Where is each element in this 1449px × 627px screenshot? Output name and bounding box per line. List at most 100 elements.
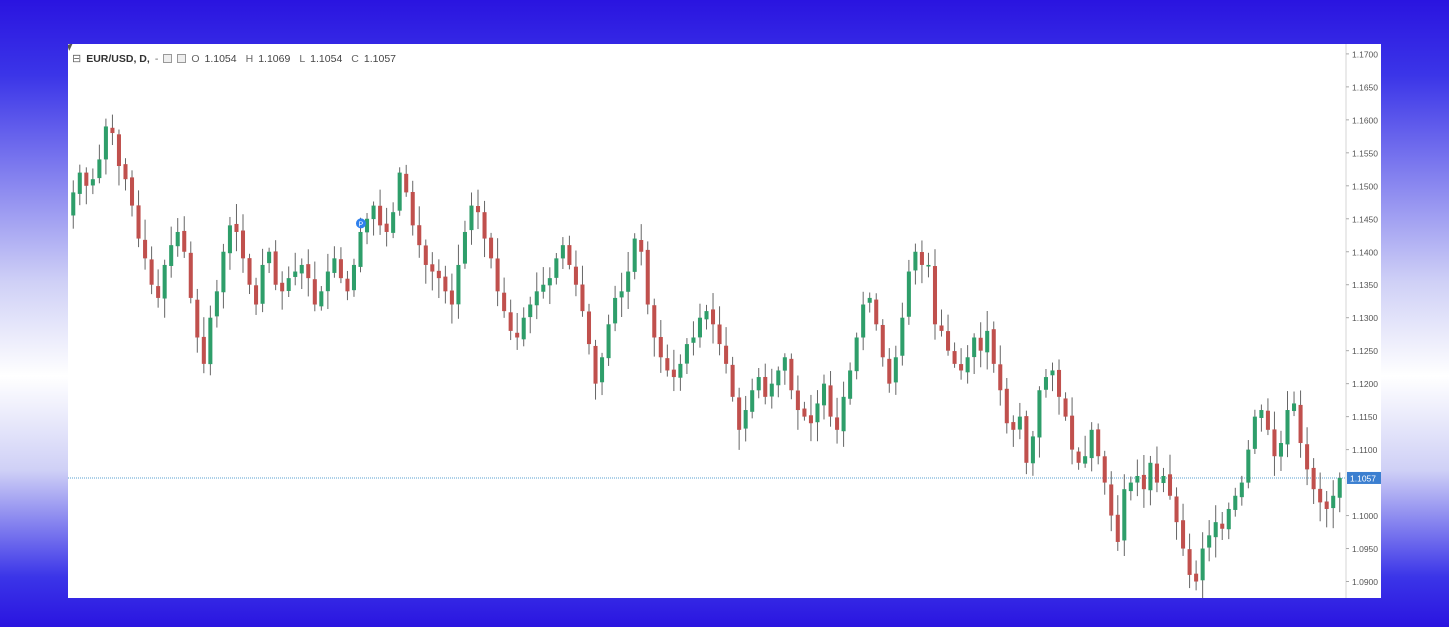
candle-up bbox=[528, 304, 533, 318]
candle-down bbox=[573, 266, 578, 285]
candle-down bbox=[116, 134, 121, 167]
candle-up bbox=[286, 278, 291, 291]
candle-up bbox=[1337, 477, 1342, 498]
candle-up bbox=[358, 231, 363, 267]
candle-up bbox=[469, 205, 474, 231]
candle-up bbox=[900, 317, 905, 356]
candle-up bbox=[972, 337, 977, 358]
candle-down bbox=[711, 309, 716, 325]
candle-up bbox=[619, 291, 624, 298]
y-tick-label: 1.1250 bbox=[1352, 346, 1378, 356]
candle-up bbox=[821, 383, 827, 406]
candle-down bbox=[671, 369, 676, 378]
candle-down bbox=[1063, 398, 1068, 417]
chart-panel[interactable]: 1.1700 1.1650 1.1600 1.1550 1.1500 1.1450 1.14… bbox=[68, 44, 1381, 598]
candle-down bbox=[143, 239, 148, 259]
candle-down bbox=[475, 206, 481, 213]
candle-up bbox=[906, 271, 911, 317]
candle-down bbox=[338, 259, 343, 279]
candle-up bbox=[965, 357, 970, 373]
candle-up bbox=[1278, 443, 1284, 457]
candle-down bbox=[254, 285, 259, 305]
candle-down bbox=[1181, 520, 1186, 549]
candle-up bbox=[541, 284, 546, 292]
candle-up bbox=[606, 324, 611, 359]
candle-down bbox=[201, 336, 206, 364]
collapse-icon[interactable]: ⊟ bbox=[72, 53, 82, 65]
candle-down bbox=[384, 223, 389, 232]
candle-up bbox=[678, 363, 683, 378]
candle-up bbox=[462, 231, 467, 264]
candle-up bbox=[1285, 410, 1290, 445]
candle-up bbox=[743, 410, 748, 429]
candle-up bbox=[175, 231, 180, 247]
y-tick-label: 1.1400 bbox=[1352, 247, 1378, 257]
candle-down bbox=[1220, 523, 1225, 529]
candle-down bbox=[658, 337, 663, 358]
candle-down bbox=[1076, 451, 1081, 463]
candle-down bbox=[449, 290, 454, 305]
candle-up bbox=[547, 278, 552, 286]
candle-down bbox=[932, 266, 938, 325]
candle-up bbox=[77, 172, 82, 194]
candle-down bbox=[828, 385, 833, 417]
candle-down bbox=[730, 364, 735, 397]
candle-up bbox=[769, 383, 774, 397]
high-value: 1.1069 bbox=[258, 52, 291, 65]
chart-legend: ⊟ EUR/USD, D, - O 1.1054 H 1.1069 L 1.1054 … bbox=[72, 52, 400, 66]
settings-icon[interactable] bbox=[163, 54, 173, 63]
candle-down bbox=[508, 312, 513, 331]
candle-down bbox=[808, 415, 813, 424]
candle-down bbox=[423, 245, 428, 265]
candle-down bbox=[188, 252, 193, 298]
candle-up bbox=[613, 297, 618, 324]
candle-down bbox=[1318, 488, 1323, 503]
candle-down bbox=[156, 286, 161, 298]
open-value: 1.1054 bbox=[204, 52, 237, 65]
candle-down bbox=[110, 127, 115, 134]
y-tick-label: 1.0900 bbox=[1352, 577, 1378, 587]
candle-up bbox=[319, 291, 324, 307]
candle-up bbox=[1331, 495, 1336, 509]
y-tick-label: 1.1300 bbox=[1352, 313, 1378, 323]
candle-up bbox=[1017, 416, 1022, 430]
high-label: H bbox=[245, 52, 254, 65]
candlestick-chart[interactable]: 1.1700 1.1650 1.1600 1.1550 1.1500 1.1450 1.14… bbox=[68, 44, 1381, 598]
candle-down bbox=[489, 237, 494, 259]
candle-down bbox=[946, 331, 951, 351]
candle-up bbox=[782, 357, 787, 371]
candle-down bbox=[240, 230, 246, 259]
candle-up bbox=[776, 370, 781, 386]
candle-up bbox=[1292, 403, 1297, 412]
candle-down bbox=[586, 311, 592, 345]
y-tick-label: 1.0950 bbox=[1352, 544, 1378, 554]
candle-up bbox=[697, 317, 702, 338]
candle-up bbox=[456, 264, 461, 305]
symbol-label[interactable]: EUR/USD, D, bbox=[86, 52, 150, 65]
y-tick-label: 1.1700 bbox=[1352, 49, 1378, 59]
candle-up bbox=[626, 271, 631, 292]
candle-up bbox=[365, 218, 370, 233]
candle-up bbox=[71, 192, 76, 216]
candle-up bbox=[1259, 410, 1264, 418]
candle-down bbox=[1024, 416, 1029, 463]
candle-down bbox=[417, 225, 422, 246]
candle-down bbox=[312, 279, 317, 305]
candle-down bbox=[1194, 573, 1199, 582]
candle-down bbox=[1187, 549, 1192, 575]
candle-up bbox=[1161, 475, 1166, 484]
candle-down bbox=[998, 364, 1003, 391]
candle-down bbox=[1324, 501, 1329, 509]
candle-down bbox=[887, 358, 892, 384]
candle-up bbox=[391, 212, 396, 233]
candle-down bbox=[737, 397, 742, 430]
candle-down bbox=[639, 240, 644, 252]
candle-down bbox=[1272, 429, 1277, 457]
candle-down bbox=[195, 299, 200, 338]
eye-icon[interactable] bbox=[177, 54, 187, 63]
candle-down bbox=[345, 278, 350, 292]
candle-down bbox=[645, 249, 650, 305]
candle-up bbox=[861, 304, 866, 338]
y-tick-label: 1.1150 bbox=[1352, 412, 1378, 422]
candle-up bbox=[691, 337, 696, 343]
